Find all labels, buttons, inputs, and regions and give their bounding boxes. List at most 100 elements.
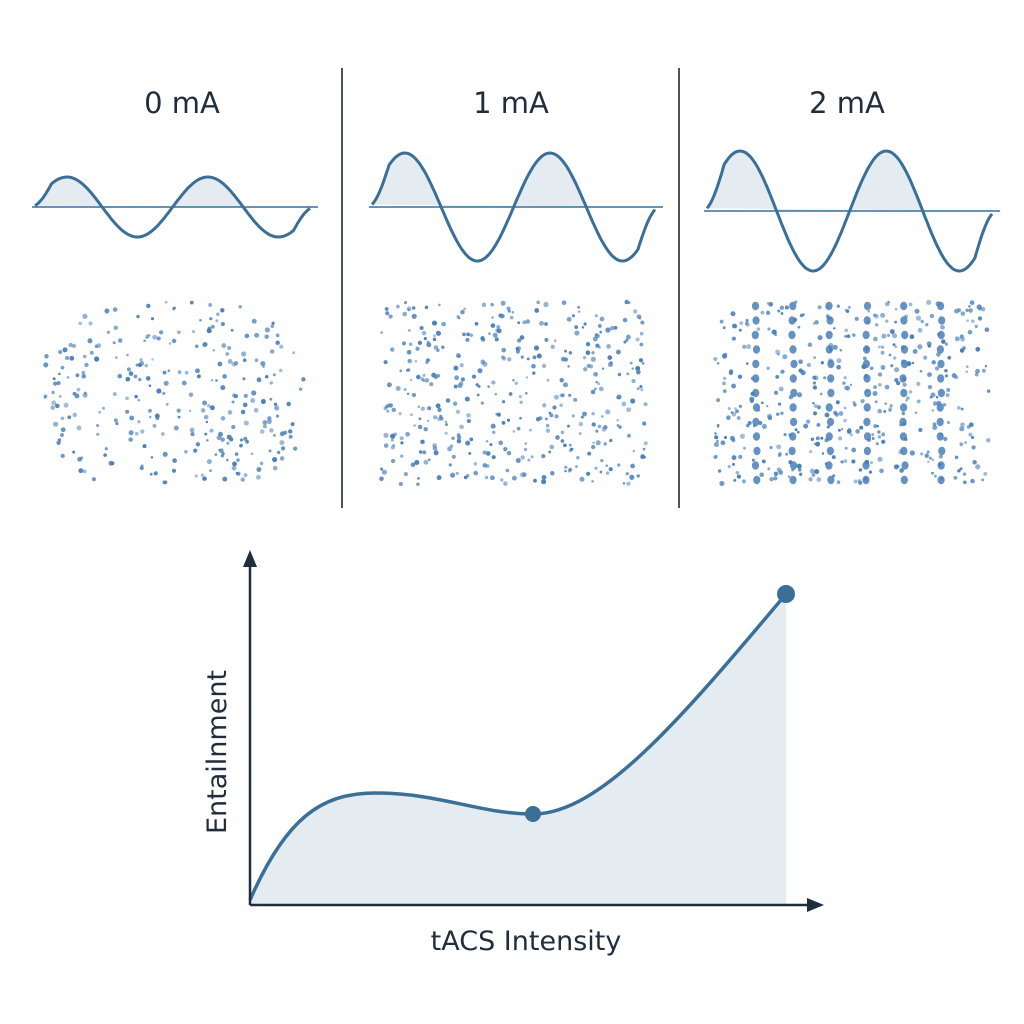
neuron-dot (420, 406, 425, 411)
panel-title-2ma: 2 mA (809, 86, 885, 120)
neuron-dot (416, 482, 420, 486)
neuron-dot (875, 323, 879, 327)
neuron-dot (845, 385, 851, 391)
neuron-dot (523, 447, 528, 452)
neuron-dot (188, 409, 192, 413)
neuron-dot (541, 474, 547, 480)
neuron-dot (156, 388, 162, 394)
neuron-dot (643, 456, 647, 459)
neuron-dot (162, 451, 168, 457)
neuron-dot (873, 424, 878, 429)
neuron-dot (860, 398, 865, 404)
neuron-dot (234, 452, 239, 456)
neuron-dot (195, 442, 201, 447)
neuron-dot (579, 476, 585, 482)
neuron-dot (581, 326, 585, 329)
neuron-dot (137, 420, 141, 424)
neuron-dot (729, 371, 733, 375)
neuron-dot (799, 472, 803, 476)
neuron-dot (714, 432, 717, 435)
neuron-dot (177, 415, 181, 419)
neuron-dot (241, 351, 247, 357)
neuron-dot (731, 455, 737, 461)
neuron-dot (502, 400, 506, 404)
neuron-dot (590, 356, 596, 362)
neuron-dot (599, 470, 603, 474)
neuron-dot (609, 438, 613, 443)
neuron-dot (925, 323, 929, 327)
neuron-dot (232, 461, 237, 467)
neuron-dot (816, 422, 821, 427)
neuron-dot (453, 384, 458, 389)
neuron-dot (567, 365, 570, 368)
neuron-dot (844, 446, 848, 450)
neuron-dot (775, 349, 781, 355)
neuron-dot (206, 403, 211, 408)
neuron-dot (931, 360, 936, 365)
neuron-dot (53, 421, 59, 427)
neuron-dot (868, 470, 873, 474)
neuron-dot (777, 402, 782, 406)
neuron-dot (716, 439, 719, 443)
neuron-dot (162, 480, 167, 485)
neuron-dot (541, 453, 546, 459)
neuron-dot (502, 356, 507, 361)
neuron-dot (640, 455, 644, 459)
neuron-dot (944, 368, 948, 373)
neuron-dot (901, 411, 906, 416)
neuron-dot (832, 344, 838, 350)
neuron-dot (825, 345, 833, 354)
neuron-dot (752, 388, 760, 398)
neuron-dot (752, 432, 761, 441)
neuron-dot (525, 319, 531, 324)
neuron-dot (900, 316, 908, 325)
neuron-dot (928, 456, 932, 460)
neuron-dot (500, 478, 504, 482)
neuron-dot (816, 405, 821, 410)
neuron-dot (959, 442, 964, 447)
neuron-dot (720, 440, 726, 446)
neuron-dot (242, 402, 248, 408)
neuron-dot (639, 331, 644, 336)
neuron-dot (727, 465, 731, 469)
neuron-dot (738, 454, 743, 460)
neuron-dot (721, 353, 728, 359)
neuron-dot (539, 320, 544, 326)
neuron-dot (451, 436, 455, 440)
neuron-dot (408, 342, 413, 346)
neuron-dot (888, 353, 892, 357)
neuron-dot (268, 449, 272, 453)
neuron-dot (884, 384, 890, 390)
neuron-dot (171, 468, 177, 473)
neuron-dot (594, 466, 598, 470)
neuron-dot (393, 432, 398, 436)
neuron-dot (113, 418, 118, 423)
neuron-dot (560, 430, 565, 435)
neuron-dot (435, 403, 441, 409)
neuron-dot (874, 400, 878, 404)
neuron-dot (806, 362, 811, 368)
neuron-dot (72, 450, 76, 454)
neuron-dot (465, 337, 470, 342)
neuron-dot (220, 308, 225, 313)
neuron-dot (87, 338, 93, 344)
neuron-dot (599, 330, 603, 334)
neuron-dot (283, 430, 288, 435)
neuron-dot (44, 354, 49, 359)
neuron-dot (616, 395, 620, 400)
neuron-dot (826, 316, 834, 325)
neuron-dot (965, 365, 969, 369)
neuron-dot (244, 333, 250, 339)
neuron-dot (96, 432, 100, 436)
neuron-dot (559, 393, 564, 398)
neuron-dot (889, 404, 893, 408)
neuron-dot (870, 461, 873, 465)
neuron-dot (463, 475, 468, 480)
neuron-dot (501, 421, 506, 425)
neuron-dot (536, 353, 542, 359)
neuron-dot (554, 414, 559, 419)
neuron-dot (264, 334, 269, 339)
neuron-dot (473, 470, 479, 476)
neuron-dot (231, 424, 236, 430)
neuron-dot (60, 416, 65, 421)
